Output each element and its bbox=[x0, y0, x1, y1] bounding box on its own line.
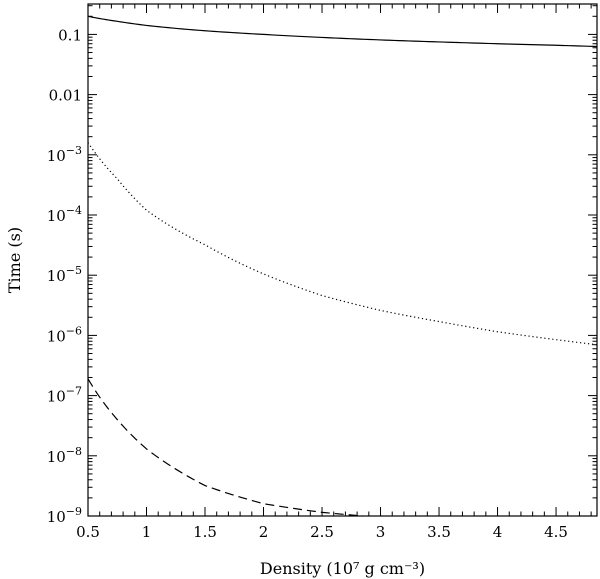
x-tick-label: 1.5 bbox=[193, 523, 217, 541]
series-line-dotted bbox=[87, 142, 598, 346]
x-tick-label: 0.5 bbox=[76, 523, 100, 541]
y-tick-label: 10−7 bbox=[47, 385, 82, 406]
y-tick-label: 10−8 bbox=[47, 445, 82, 466]
x-tick-label: 3 bbox=[376, 523, 386, 541]
series-line-dashed bbox=[87, 378, 364, 517]
x-tick-label: 4.5 bbox=[544, 523, 568, 541]
y-tick-label: 10−5 bbox=[47, 264, 82, 285]
series-group bbox=[87, 15, 598, 517]
y-tick-label: 10−3 bbox=[47, 144, 82, 165]
y-axis-label: Time (s) bbox=[5, 227, 24, 293]
x-axis-label: Density (10⁷ g cm⁻³) bbox=[260, 559, 425, 578]
x-tick-label: 2 bbox=[259, 523, 269, 541]
y-tick-label: 10−6 bbox=[47, 324, 82, 345]
y-tick-label: 10−4 bbox=[47, 204, 82, 225]
x-tick-label: 3.5 bbox=[427, 523, 451, 541]
x-tick-label: 2.5 bbox=[310, 523, 334, 541]
y-tick-label: 0.1 bbox=[58, 26, 82, 44]
y-tick-label: 0.01 bbox=[49, 87, 82, 105]
tick-labels: 0.5 1 1.5 2 2.5 3 3.5 4 4.5 0.1 0.01 10−3 10−4 10−5 10… bbox=[47, 26, 568, 541]
x-tick-label: 1 bbox=[142, 523, 152, 541]
plot-area bbox=[87, 3, 598, 517]
y-tick-label: 10−9 bbox=[47, 505, 82, 526]
series-line-solid bbox=[87, 15, 598, 48]
x-tick-label: 4 bbox=[493, 523, 503, 541]
plot-frame bbox=[87, 3, 598, 517]
ticks bbox=[87, 4, 597, 517]
